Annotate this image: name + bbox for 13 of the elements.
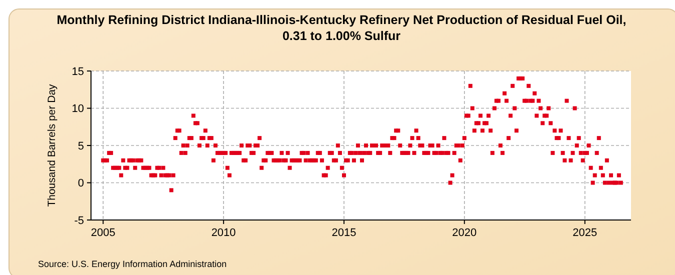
- y-axis-title: Thousand Barrels per Day: [46, 83, 58, 207]
- chart-title: Monthly Refining District Indiana-Illinois-Kentucky Refinery Net Production of Residual Fuel Oil, 0.31 to 1.00% Sulfur: [56, 13, 626, 43]
- x-tick-label: 2025: [572, 227, 598, 239]
- y-tick-label: 5: [78, 140, 84, 152]
- y-tick-label: -5: [74, 214, 84, 227]
- y-tick-label: 10: [72, 103, 84, 116]
- source-note: Source: U.S. Energy Information Administration: [38, 259, 227, 269]
- x-tick-label: 2005: [90, 227, 116, 239]
- x-tick-label: 2020: [452, 227, 477, 239]
- x-tick-label: 2010: [211, 227, 236, 239]
- y-tick-label: 15: [72, 66, 84, 78]
- x-tick-label: 2015: [332, 227, 356, 239]
- y-tick-label: 0: [78, 178, 84, 190]
